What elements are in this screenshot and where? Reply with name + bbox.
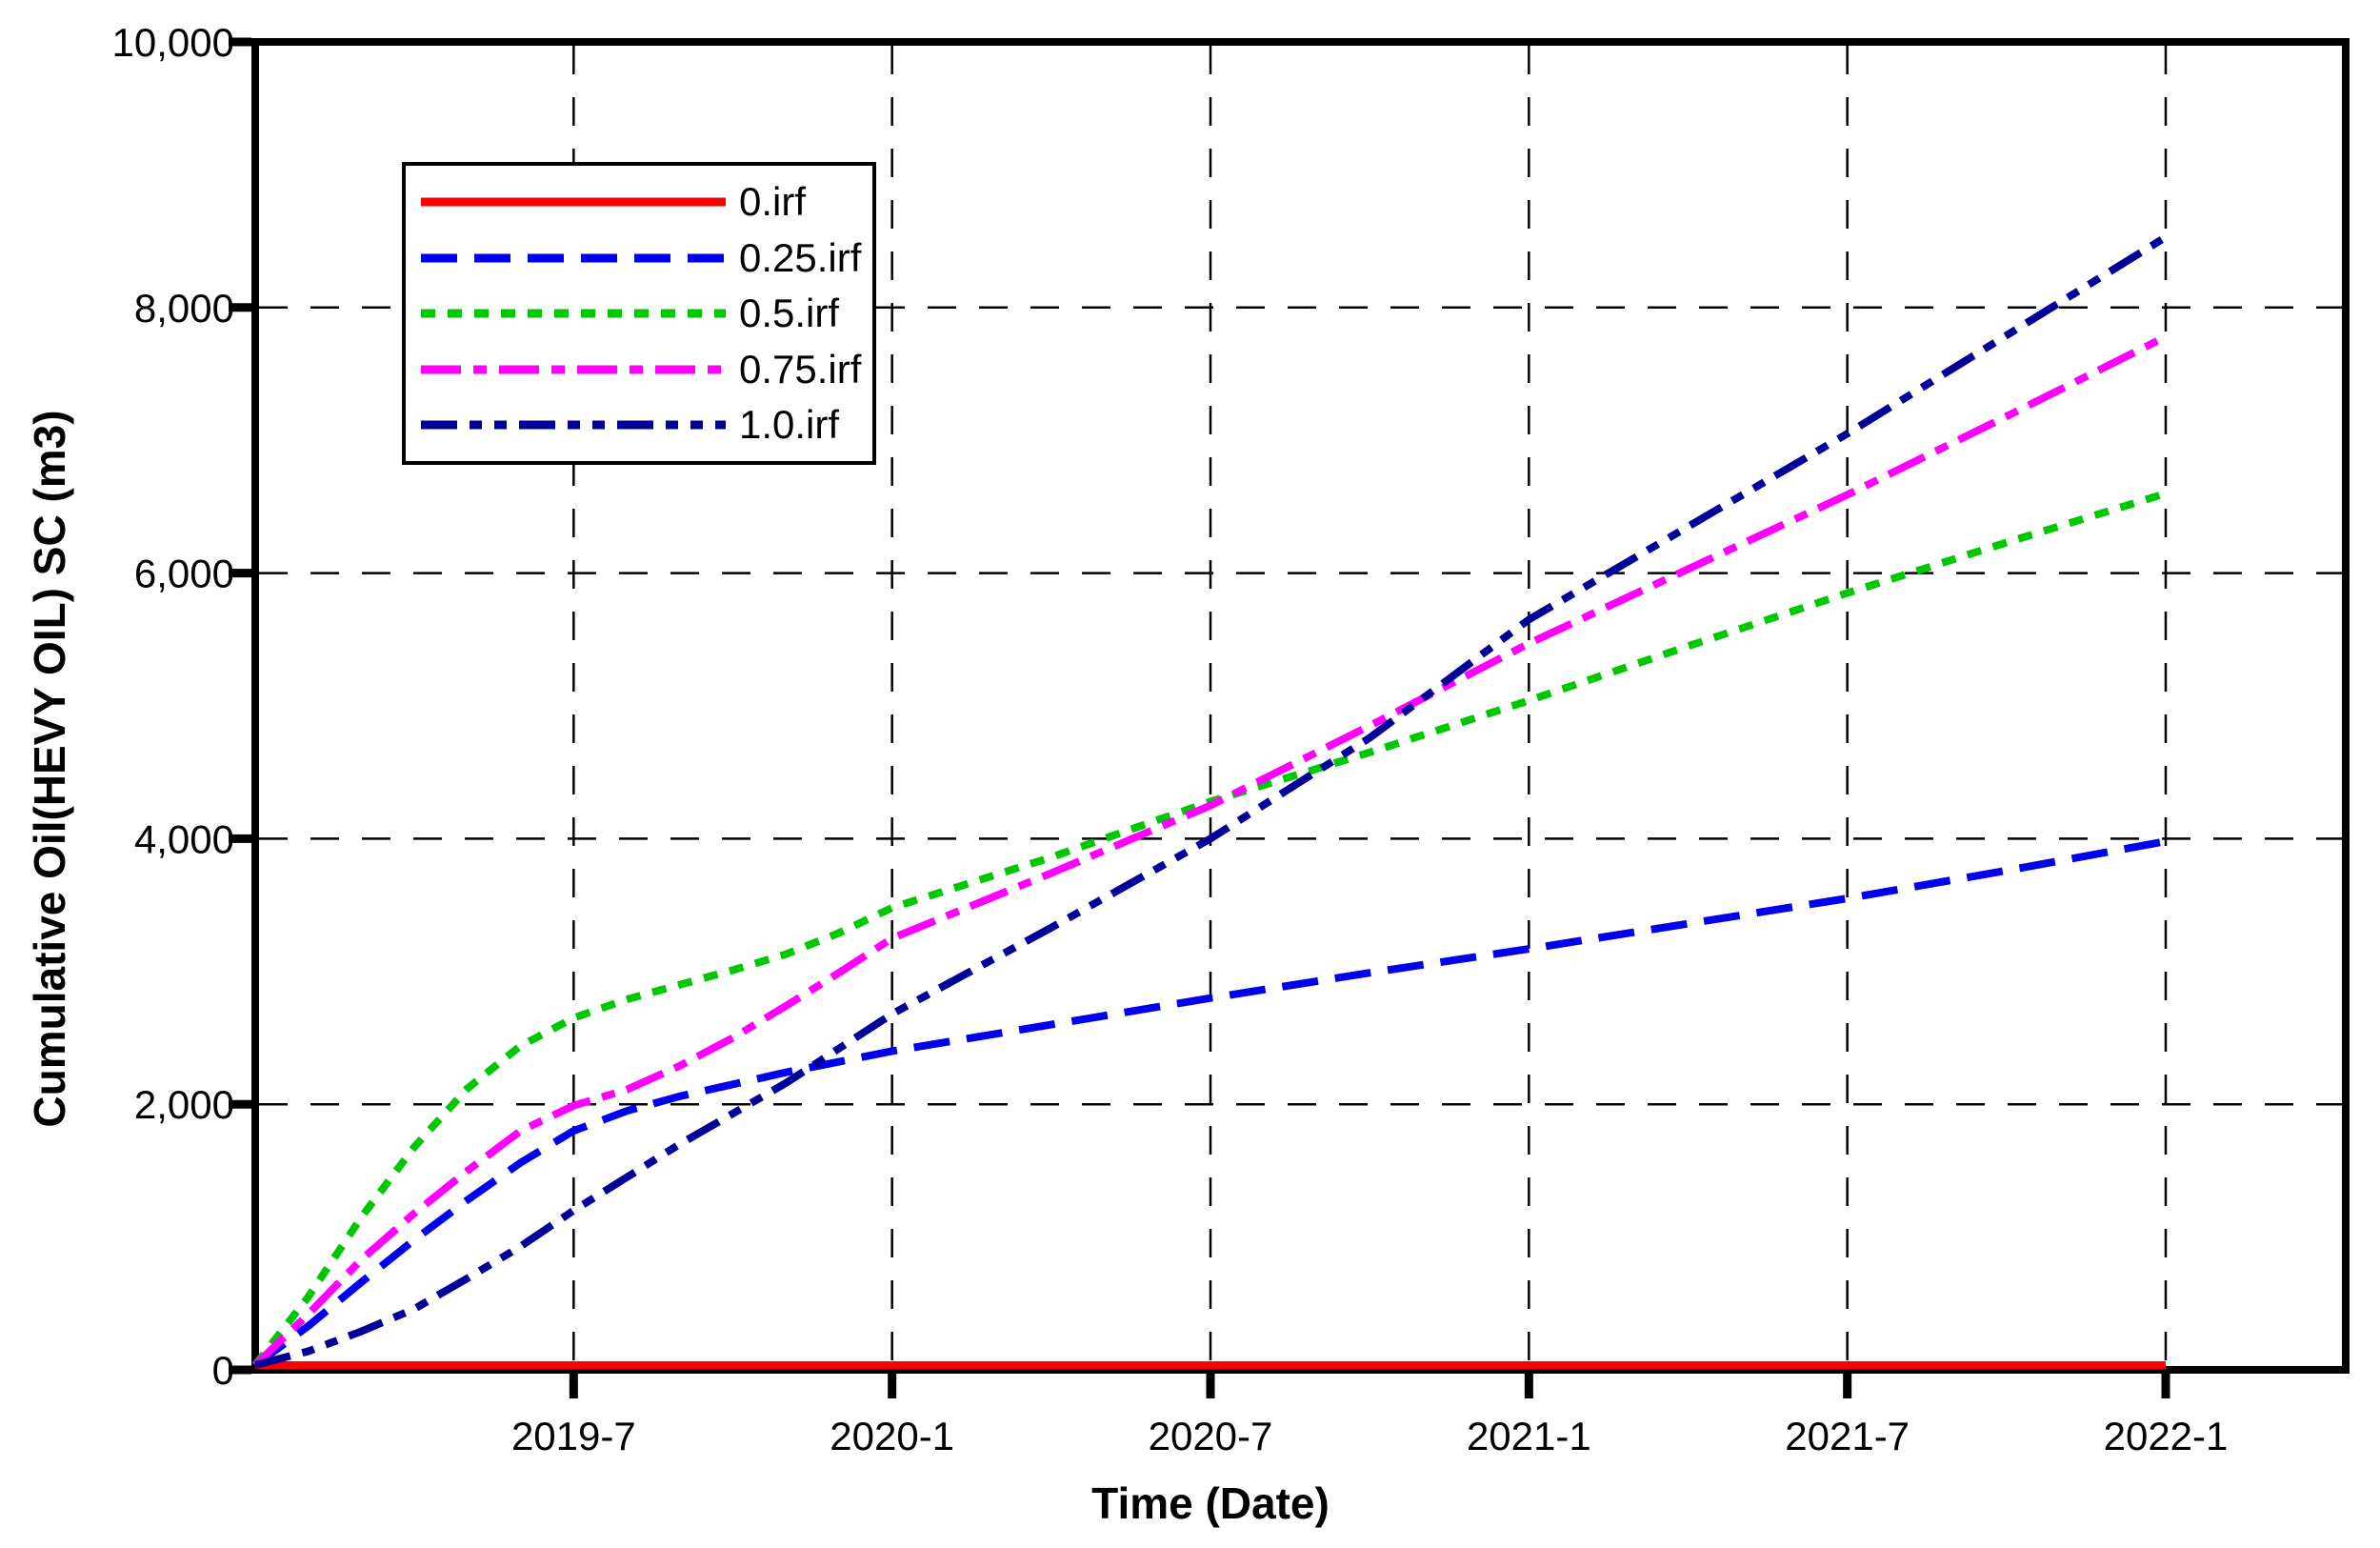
y-tick-label: 4,000	[134, 816, 234, 861]
y-tick-labels: 0 2,000 4,000 6,000 8,000 10,000	[112, 20, 234, 1393]
x-tick-label: 2020-7	[1149, 1414, 1273, 1458]
legend-line-sample	[421, 420, 726, 430]
series-line-0.75.irf	[252, 332, 2168, 1368]
y-tick-label: 6,000	[134, 552, 234, 596]
legend-line-sample	[421, 197, 726, 207]
legend-label: 0.5.irf	[739, 291, 840, 335]
series-lines	[251, 233, 2169, 1369]
x-tick-label: 2021-7	[1785, 1414, 1910, 1458]
series-line-1.0.irf	[253, 233, 2169, 1369]
legend-item-05irf: 0.5.irf	[421, 287, 872, 340]
series-line-0.25.irf	[252, 837, 2167, 1369]
legend-line-sample	[421, 309, 726, 318]
x-tick-labels: 2019-7 2020-1 2020-7 2021-1 2021-7 2022-1	[511, 1414, 2228, 1458]
axis-ticks	[229, 37, 2170, 1398]
plot-frame	[251, 38, 2350, 1374]
legend-label: 0.irf	[739, 179, 807, 224]
legend-item-025irf: 0.25.irf	[421, 231, 872, 285]
y-tick-label: 2,000	[134, 1082, 234, 1127]
legend-label: 0.25.irf	[739, 234, 862, 280]
legend-item-10irf: 1.0.irf	[421, 398, 872, 452]
legend-item-075irf: 0.75.irf	[421, 343, 872, 396]
legend-item-0irf: 0.irf	[421, 175, 872, 229]
legend-line-sample	[421, 365, 726, 373]
legend-label: 0.75.irf	[739, 346, 862, 392]
x-tick-label: 2022-1	[2104, 1414, 2229, 1458]
x-tick-label: 2020-1	[830, 1414, 954, 1458]
x-axis-title: Time (Date)	[1091, 1478, 1330, 1528]
y-axis-title: Cumulative Oil(HEVY OIL) SC (m3)	[25, 410, 74, 1128]
y-tick-label: 8,000	[134, 286, 234, 331]
y-tick-label: 10,000	[112, 20, 234, 65]
legend-line-sample	[421, 253, 726, 262]
x-tick-label: 2019-7	[511, 1414, 636, 1458]
series-line-0.5.irf	[251, 490, 2168, 1368]
y-tick-label: 0	[212, 1348, 234, 1393]
legend: 0.irf 0.25.irf 0.5.irf 0.75.irf 1.0.irf	[402, 162, 876, 465]
x-tick-label: 2021-1	[1467, 1414, 1591, 1458]
gridlines	[259, 46, 2342, 1366]
legend-label: 1.0.irf	[739, 402, 840, 447]
